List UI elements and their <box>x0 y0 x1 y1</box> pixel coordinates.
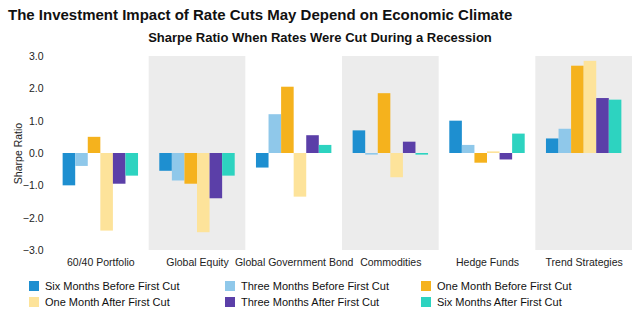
svg-text:Commodities: Commodities <box>360 256 421 268</box>
svg-text:Trend Strategies: Trend Strategies <box>546 256 623 268</box>
html-text:Sharpe Ratio When Rates Were C: Sharpe Ratio When Rates Were Cut During … <box>148 30 492 45</box>
html-text:One Month After First Cut: One Month After First Cut <box>45 296 170 308</box>
svg-text:Sharpe Ratio: Sharpe Ratio <box>12 123 24 184</box>
html-text:Six Months After First Cut: Six Months After First Cut <box>437 296 562 308</box>
html-text:One Month Before First Cut: One Month Before First Cut <box>437 280 572 292</box>
svg-text:Hedge Funds: Hedge Funds <box>456 256 519 268</box>
svg-text:−1.0: −1.0 <box>23 179 44 191</box>
svg-text:0.0: 0.0 <box>29 147 44 159</box>
html-text:The Investment Impact of Rate: The Investment Impact of Rate Cuts May D… <box>8 6 513 23</box>
svg-text:−2.0: −2.0 <box>23 212 44 224</box>
html-text:Three Months Before First Cut: Three Months Before First Cut <box>241 280 389 292</box>
svg-text:3.0: 3.0 <box>29 50 44 62</box>
svg-text:−3.0: −3.0 <box>23 244 44 256</box>
svg-text:1.0: 1.0 <box>29 115 44 127</box>
svg-text:2.0: 2.0 <box>29 82 44 94</box>
svg-text:Global Equity: Global Equity <box>166 256 229 268</box>
svg-text:60/40 Portfolio: 60/40 Portfolio <box>67 256 135 268</box>
html-text:Three Months After First Cut: Three Months After First Cut <box>241 296 380 308</box>
html-text:Six Months Before First Cut: Six Months Before First Cut <box>45 280 180 292</box>
svg-text:Global Government Bond: Global Government Bond <box>235 256 354 268</box>
